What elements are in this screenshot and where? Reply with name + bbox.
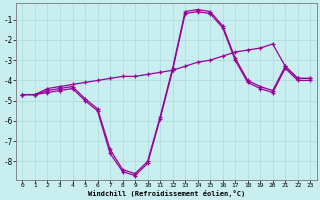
X-axis label: Windchill (Refroidissement éolien,°C): Windchill (Refroidissement éolien,°C) [88,190,245,197]
